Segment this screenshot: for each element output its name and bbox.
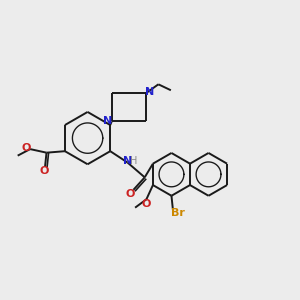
- Text: N: N: [103, 116, 112, 127]
- Text: Br: Br: [171, 208, 185, 218]
- Text: O: O: [141, 199, 151, 209]
- Text: H: H: [130, 156, 138, 166]
- Text: N: N: [123, 156, 133, 166]
- Text: O: O: [39, 166, 49, 176]
- Text: O: O: [21, 143, 31, 153]
- Text: N: N: [146, 87, 155, 97]
- Text: O: O: [126, 189, 135, 199]
